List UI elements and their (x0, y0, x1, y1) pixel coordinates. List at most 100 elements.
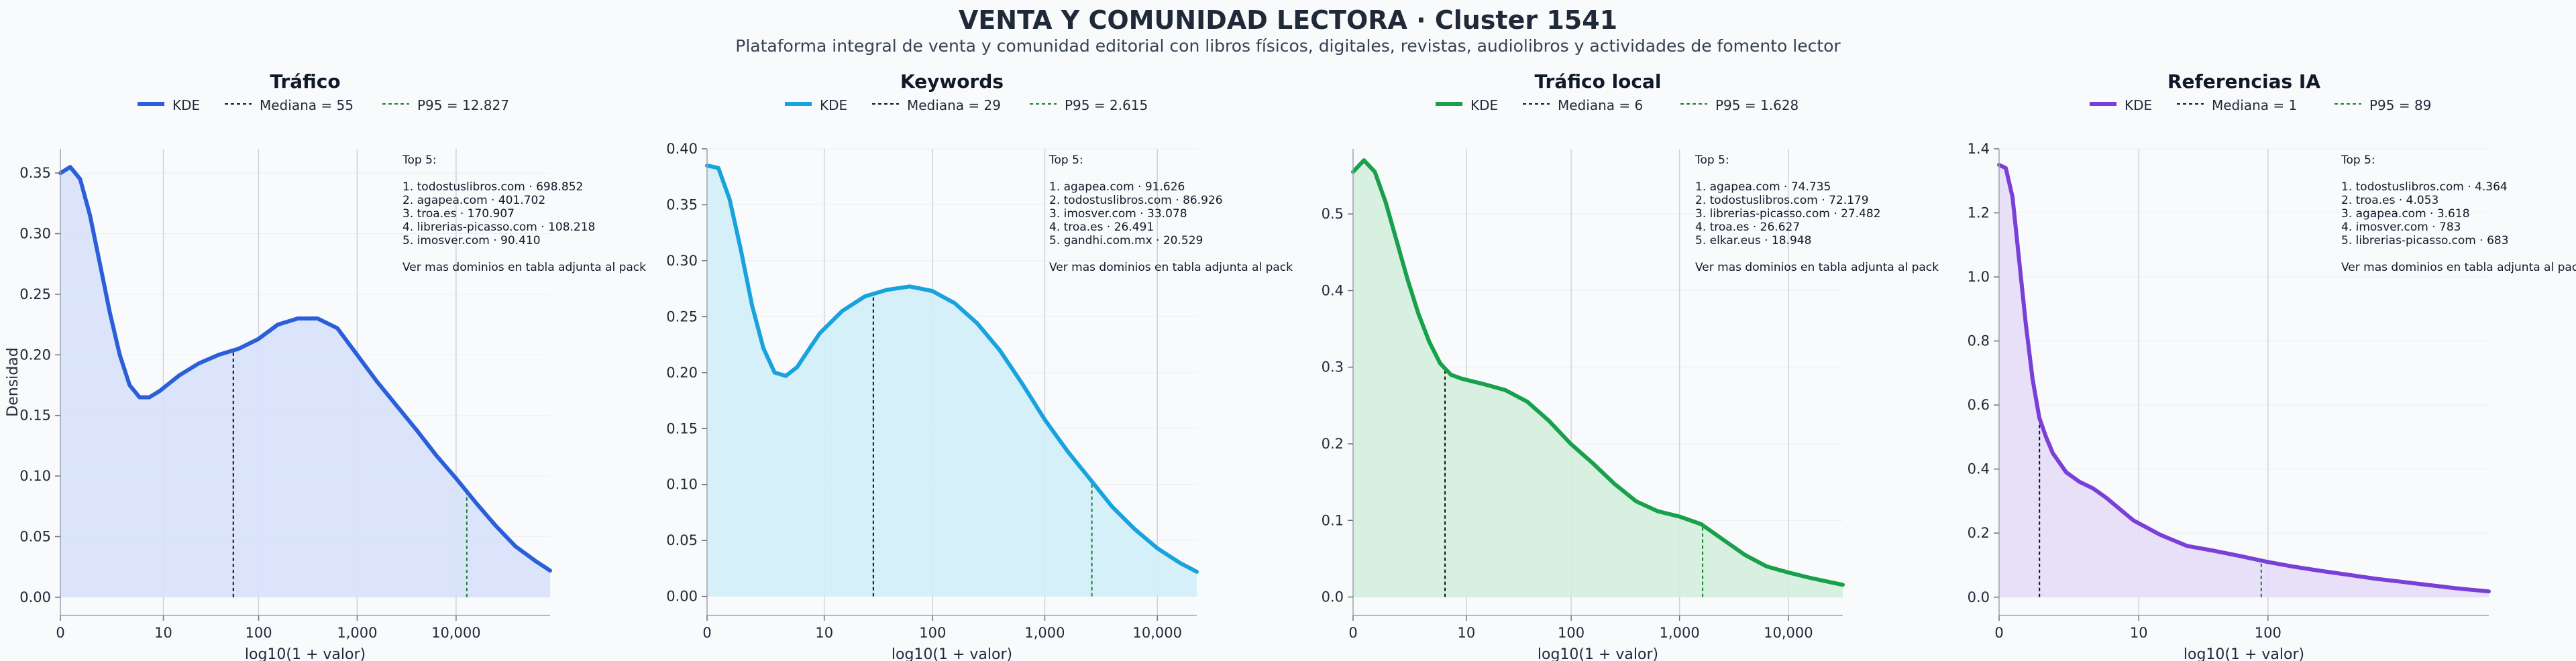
chart-title: Referencias IA (2167, 70, 2320, 93)
y-tick-label: 0.30 (666, 253, 698, 269)
kde-area (60, 167, 550, 597)
y-tick-label: 0.00 (666, 589, 698, 605)
annotation-line: Ver mas dominios en tabla adjunta al pac… (2341, 261, 2576, 274)
y-tick-label: 0.20 (19, 347, 51, 363)
y-tick-label: 0.00 (19, 589, 51, 605)
legend-kde-label: KDE (2125, 97, 2152, 113)
annotation-line: 4. troa.es · 26.491 (1049, 221, 1154, 234)
page-subtitle: Plataforma integral de venta y comunidad… (735, 36, 1841, 56)
x-tick-label: 10,000 (431, 625, 480, 641)
x-tick-label: 1,000 (1660, 625, 1700, 641)
y-tick-label: 0.0 (1968, 589, 1990, 605)
y-tick-label: 0.4 (1322, 282, 1344, 298)
chart-panel-2: Keywords KDE Mediana = 29 P95 = 2.615 0.00 0.… (666, 70, 1293, 661)
x-axis-label: log10(1 + valor) (245, 646, 366, 661)
chart-panel-1: Tráfico KDE Mediana = 55 P95 = 12.827 0.00 0.… (5, 70, 646, 661)
legend-kde-label: KDE (1470, 97, 1498, 113)
x-axis-label: log10(1 + valor) (1538, 646, 1658, 661)
x-tick-label: 100 (919, 625, 946, 641)
kde-line (1997, 162, 2491, 594)
y-tick-label: 0.30 (19, 226, 51, 242)
annotation-line: Top 5: (1049, 154, 1083, 167)
y-tick-label: 1.4 (1968, 141, 1990, 157)
annotation-line: Ver mas dominios en tabla adjunta al pac… (1049, 261, 1293, 274)
x-tick-label: 10,000 (1764, 625, 1813, 641)
y-tick-label: 1.0 (1968, 269, 1990, 285)
chart-panel-4: Referencias IA KDE Mediana = 1 P95 = 89 0.0 0… (1968, 70, 2576, 661)
chart-title: Tráfico local (1535, 70, 1662, 93)
legend-p95-label: P95 = 12.827 (417, 97, 509, 113)
chart-title: Tráfico (270, 70, 340, 93)
y-tick-label: 0.1 (1322, 512, 1344, 528)
x-tick-label: 1,000 (337, 625, 377, 641)
annotation-line: Top 5: (1695, 154, 1729, 167)
annotation-line: 1. todostuslibros.com · 698.852 (402, 180, 583, 194)
annotation-line: 5. gandhi.com.mx · 20.529 (1049, 234, 1203, 247)
y-tick-label: 0.6 (1968, 397, 1990, 413)
x-tick-label: 0 (702, 625, 711, 641)
y-tick-label: 0.15 (19, 408, 51, 424)
x-tick-label: 0 (56, 625, 64, 641)
y-tick-label: 0.10 (666, 477, 698, 493)
y-tick-label: 0.4 (1968, 461, 1990, 477)
y-tick-label: 0.15 (666, 420, 698, 436)
x-tick-label: 0 (1994, 625, 2003, 641)
legend-median-label: Mediana = 6 (1558, 97, 1643, 113)
y-tick-label: 0.10 (19, 468, 51, 484)
x-tick-label: 10 (1458, 625, 1476, 641)
annotation-line: 2. todostuslibros.com · 72.179 (1695, 194, 1869, 207)
x-tick-label: 100 (1558, 625, 1585, 641)
y-tick-label: 0.25 (666, 308, 698, 324)
chart-title: Keywords (900, 70, 1004, 93)
chart-legend: KDE Mediana = 6 P95 = 1.628 (1436, 97, 1799, 113)
x-axis-label: log10(1 + valor) (892, 646, 1012, 661)
legend-p95-label: P95 = 89 (2369, 97, 2431, 113)
legend-kde-label: KDE (172, 97, 200, 113)
y-axis-label: Densidad (5, 347, 21, 416)
y-tick-label: 0.05 (666, 532, 698, 548)
y-tick-label: 0.2 (1322, 436, 1344, 452)
chart-panel-3: Tráfico local KDE Mediana = 6 P95 = 1.628 0.… (1322, 70, 1939, 661)
legend-median-label: Mediana = 1 (2212, 97, 2297, 113)
annotation-line: 1. agapea.com · 74.735 (1695, 180, 1831, 194)
chart-legend: KDE Mediana = 55 P95 = 12.827 (138, 97, 509, 113)
y-tick-label: 0.8 (1968, 333, 1990, 349)
annotation-line: 5. elkar.eus · 18.948 (1695, 234, 1811, 247)
legend-median-label: Mediana = 55 (260, 97, 354, 113)
annotation-line: 2. agapea.com · 401.702 (402, 194, 545, 207)
annotation-line: 1. agapea.com · 91.626 (1049, 180, 1185, 194)
x-tick-label: 10 (154, 625, 172, 641)
legend-median-label: Mediana = 29 (907, 97, 1001, 113)
x-tick-label: 100 (245, 625, 272, 641)
top5-annotation: Top 5: 1. todostuslibros.com · 698.8522. … (402, 154, 646, 274)
y-tick-label: 0.20 (666, 365, 698, 381)
legend-p95-label: P95 = 1.628 (1715, 97, 1799, 113)
annotation-line: 4. librerias-picasso.com · 108.218 (402, 221, 595, 234)
annotation-line: 3. agapea.com · 3.618 (2341, 207, 2470, 221)
y-tick-label: 0.05 (19, 528, 51, 544)
annotation-line: 3. troa.es · 170.907 (402, 207, 515, 221)
y-tick-label: 0.25 (19, 286, 51, 302)
y-tick-label: 0.3 (1322, 359, 1344, 375)
kde-area (1999, 164, 2489, 597)
annotation-line: 2. todostuslibros.com · 86.926 (1049, 194, 1223, 207)
legend-kde-label: KDE (820, 97, 847, 113)
kde-area (707, 166, 1197, 597)
annotation-line: 5. imosver.com · 90.410 (402, 234, 541, 247)
y-tick-label: 0.40 (666, 141, 698, 157)
kde-area (1353, 160, 1843, 597)
x-axis-label: log10(1 + valor) (2184, 646, 2304, 661)
y-tick-label: 0.35 (666, 196, 698, 213)
x-tick-label: 1,000 (1024, 625, 1065, 641)
kde-line (58, 165, 552, 573)
x-tick-label: 0 (1348, 625, 1357, 641)
x-tick-label: 10 (815, 625, 833, 641)
annotation-line: 4. troa.es · 26.627 (1695, 221, 1800, 234)
y-tick-label: 0.2 (1968, 525, 1990, 541)
y-tick-label: 1.2 (1968, 205, 1990, 221)
kde-line (1351, 158, 1845, 587)
page-title: VENTA Y COMUNIDAD LECTORA · Cluster 1541 (958, 5, 1618, 35)
